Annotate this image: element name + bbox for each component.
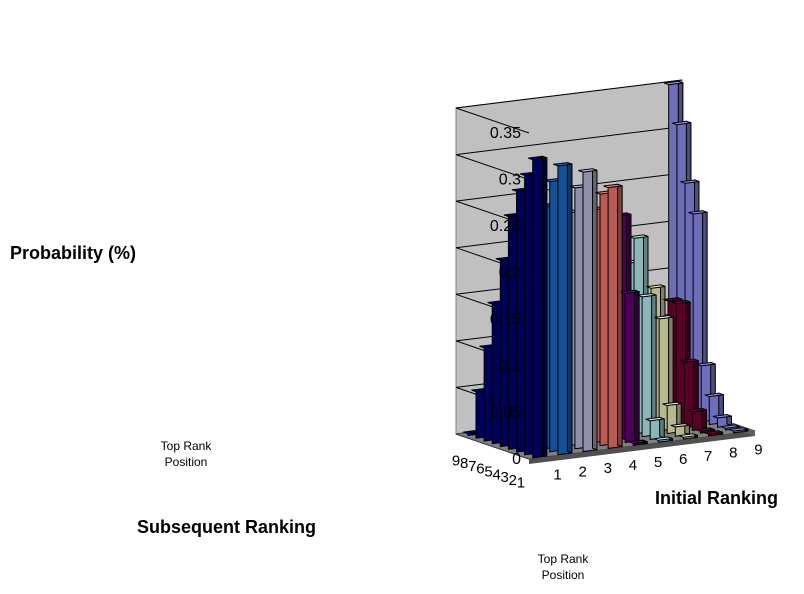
y-axis-note: Top Rank bbox=[161, 439, 213, 453]
bar bbox=[728, 427, 749, 434]
bar bbox=[687, 407, 707, 431]
bar-top-face bbox=[670, 423, 690, 428]
bar bbox=[603, 183, 623, 449]
bar-top-face bbox=[703, 430, 723, 435]
bar bbox=[578, 168, 598, 453]
bar-top-face bbox=[528, 155, 547, 161]
bar-top-face bbox=[603, 183, 623, 189]
bar-top-face bbox=[654, 315, 674, 320]
x-tick-label: 7 bbox=[704, 448, 712, 465]
bar-top-face bbox=[653, 436, 673, 441]
bar-top-face bbox=[663, 297, 683, 302]
bar-top-face bbox=[672, 120, 692, 126]
x-tick-label: 3 bbox=[604, 460, 612, 477]
y-tick-label: 6 bbox=[476, 461, 484, 478]
bar bbox=[653, 436, 673, 443]
bar-top-face bbox=[728, 427, 748, 432]
bar-top-face bbox=[664, 80, 683, 86]
bar bbox=[678, 433, 698, 440]
bar bbox=[712, 413, 732, 428]
bar-top-face bbox=[712, 414, 732, 419]
bar bbox=[528, 155, 548, 459]
x-tick-label: 4 bbox=[629, 457, 637, 474]
bar-top-face bbox=[679, 358, 699, 363]
bar-side-face bbox=[592, 168, 598, 451]
y-tick-label: 9 bbox=[452, 452, 460, 469]
x-tick-label: 8 bbox=[729, 445, 737, 462]
x-tick-label: 5 bbox=[654, 454, 662, 471]
z-tick-label: 0.25 bbox=[490, 218, 521, 235]
bar-top-face bbox=[688, 210, 708, 215]
gridline bbox=[455, 172, 683, 227]
bar-top-face bbox=[678, 433, 698, 438]
z-tick-label: 0.15 bbox=[490, 311, 521, 328]
floor-edge bbox=[529, 431, 755, 464]
y-axis-title: Subsequent Ranking bbox=[137, 517, 316, 537]
z-tick-label: 0 bbox=[512, 451, 521, 468]
bar-top-face bbox=[671, 299, 691, 305]
x-tick-label: 6 bbox=[679, 451, 687, 468]
bar-top-face bbox=[704, 392, 724, 398]
bar-top-face bbox=[628, 439, 648, 444]
bar-top-face bbox=[620, 289, 640, 295]
y-tick-label: 7 bbox=[468, 458, 476, 475]
bar-top-face bbox=[696, 361, 716, 367]
bar-side-face bbox=[634, 289, 640, 442]
bar bbox=[637, 292, 657, 438]
bar-top-face bbox=[695, 427, 715, 432]
y-tick-label: 8 bbox=[460, 455, 468, 472]
x-axis-title: Initial Ranking bbox=[655, 488, 778, 508]
bar-top-face bbox=[662, 401, 682, 407]
z-tick-label: 0.35 bbox=[490, 125, 521, 142]
bar-top-face bbox=[646, 284, 666, 289]
bar-side-face bbox=[566, 161, 573, 454]
bar-top-face bbox=[680, 179, 700, 184]
y-tick-label: 4 bbox=[492, 466, 500, 483]
x-tick-label: 9 bbox=[754, 442, 762, 459]
bar-side-face bbox=[651, 292, 657, 436]
bar bbox=[645, 416, 665, 440]
y-tick-label: 2 bbox=[509, 472, 517, 489]
bar-top-face bbox=[645, 416, 665, 422]
z-tick-label: 0.2 bbox=[499, 265, 521, 282]
y-tick-label: 3 bbox=[501, 469, 509, 486]
x-tick-label: 1 bbox=[553, 466, 561, 483]
bar-side-face bbox=[659, 416, 665, 439]
gridline bbox=[455, 126, 683, 181]
z-axis-title: Probability (%) bbox=[10, 243, 136, 263]
bar-top-face bbox=[553, 162, 573, 167]
bar bbox=[628, 439, 648, 446]
gridline bbox=[455, 79, 683, 134]
bar-top-face bbox=[629, 234, 649, 239]
bars bbox=[463, 80, 749, 459]
z-tick-label: 0.3 bbox=[499, 172, 521, 189]
bar-top-face bbox=[578, 168, 598, 173]
bar-side-face bbox=[701, 407, 707, 430]
bar bbox=[553, 161, 573, 456]
axis-labels: 00.050.10.150.20.250.30.351 2 3 4 5 6 7 8 99 8 7 6 5… bbox=[161, 125, 763, 582]
x-axis-note: Position bbox=[542, 568, 585, 582]
z-tick-label: 0.1 bbox=[499, 358, 521, 375]
bar-top-face bbox=[637, 293, 657, 298]
bar bbox=[703, 430, 724, 437]
bar-side-face bbox=[617, 183, 623, 448]
y-axis-note: Position bbox=[165, 455, 208, 469]
x-axis-note: Top Rank bbox=[538, 552, 590, 566]
x-tick-label: 2 bbox=[578, 463, 586, 480]
bar-top-face bbox=[687, 407, 707, 413]
z-tick-label: 0.05 bbox=[490, 404, 521, 421]
y-tick-label: 1 bbox=[517, 475, 525, 492]
y-tick-label: 5 bbox=[484, 464, 492, 481]
bar-side-face bbox=[541, 155, 548, 457]
bar-top-face bbox=[720, 424, 740, 429]
bar bbox=[654, 314, 674, 432]
